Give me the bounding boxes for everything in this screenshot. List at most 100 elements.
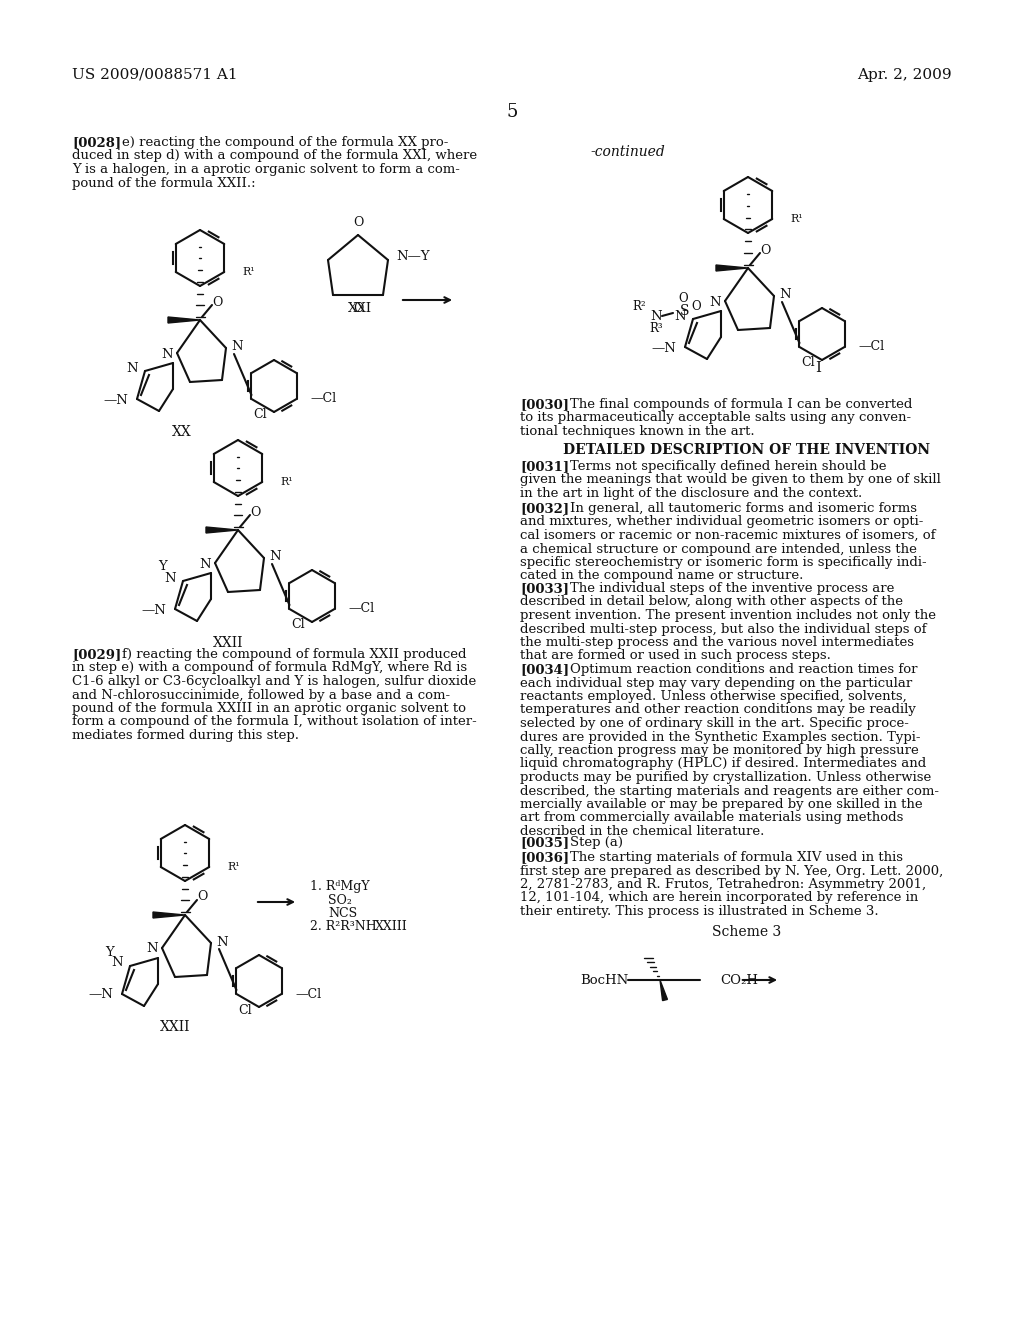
Text: O: O bbox=[691, 300, 700, 313]
Text: a chemical structure or compound are intended, unless the: a chemical structure or compound are int… bbox=[520, 543, 916, 556]
Text: 2. R²R³NH: 2. R²R³NH bbox=[310, 920, 377, 933]
Text: given the meanings that would be given to them by one of skill: given the meanings that would be given t… bbox=[520, 474, 941, 487]
Text: N: N bbox=[146, 942, 158, 956]
Text: 12, 101-104, which are herein incorporated by reference in: 12, 101-104, which are herein incorporat… bbox=[520, 891, 919, 904]
Polygon shape bbox=[716, 265, 748, 271]
Text: SO₂: SO₂ bbox=[328, 894, 352, 907]
Text: present invention. The present invention includes not only the: present invention. The present invention… bbox=[520, 609, 936, 622]
Text: The final compounds of formula I can be converted: The final compounds of formula I can be … bbox=[570, 399, 912, 411]
Text: Apr. 2, 2009: Apr. 2, 2009 bbox=[857, 69, 952, 82]
Text: —Cl: —Cl bbox=[348, 602, 375, 615]
Text: cally, reaction progress may be monitored by high pressure: cally, reaction progress may be monitore… bbox=[520, 744, 919, 756]
Text: N: N bbox=[165, 572, 176, 585]
Text: the multi-step process and the various novel intermediates: the multi-step process and the various n… bbox=[520, 636, 914, 649]
Text: to its pharmaceutically acceptable salts using any conven-: to its pharmaceutically acceptable salts… bbox=[520, 412, 911, 425]
Text: products may be purified by crystallization. Unless otherwise: products may be purified by crystallizat… bbox=[520, 771, 931, 784]
Text: cal isomers or racemic or non-racemic mixtures of isomers, of: cal isomers or racemic or non-racemic mi… bbox=[520, 529, 936, 543]
Text: —N: —N bbox=[103, 393, 128, 407]
Text: XXII: XXII bbox=[160, 1020, 190, 1034]
Text: —Cl: —Cl bbox=[858, 341, 885, 354]
Text: —N: —N bbox=[141, 603, 166, 616]
Text: duced in step d) with a compound of the formula XXI, where: duced in step d) with a compound of the … bbox=[72, 149, 477, 162]
Text: that are formed or used in such process steps.: that are formed or used in such process … bbox=[520, 649, 830, 663]
Text: Scheme 3: Scheme 3 bbox=[713, 925, 781, 939]
Text: I: I bbox=[815, 360, 821, 375]
Text: —Cl: —Cl bbox=[310, 392, 337, 405]
Text: described multi-step process, but also the individual steps of: described multi-step process, but also t… bbox=[520, 623, 927, 635]
Text: art from commercially available materials using methods: art from commercially available material… bbox=[520, 812, 903, 825]
Text: [0029]: [0029] bbox=[72, 648, 121, 661]
Text: temperatures and other reaction conditions may be readily: temperatures and other reaction conditio… bbox=[520, 704, 915, 717]
Text: in the art in light of the disclosure and the context.: in the art in light of the disclosure an… bbox=[520, 487, 862, 500]
Text: N: N bbox=[112, 957, 123, 969]
Text: and mixtures, whether individual geometric isomers or opti-: and mixtures, whether individual geometr… bbox=[520, 516, 924, 528]
Text: XX: XX bbox=[172, 425, 191, 440]
Text: DETAILED DESCRIPTION OF THE INVENTION: DETAILED DESCRIPTION OF THE INVENTION bbox=[563, 444, 931, 457]
Text: [0034]: [0034] bbox=[520, 663, 569, 676]
Text: O: O bbox=[678, 293, 688, 305]
Text: Y: Y bbox=[105, 945, 115, 958]
Text: Cl: Cl bbox=[292, 619, 305, 631]
Text: each individual step may vary depending on the particular: each individual step may vary depending … bbox=[520, 676, 912, 689]
Text: first step are prepared as described by N. Yee, Org. Lett. 2000,: first step are prepared as described by … bbox=[520, 865, 943, 878]
Polygon shape bbox=[153, 912, 185, 917]
Text: described, the starting materials and reagents are either com-: described, the starting materials and re… bbox=[520, 784, 939, 797]
Text: O: O bbox=[212, 296, 222, 309]
Text: Cl: Cl bbox=[239, 1003, 252, 1016]
Text: BocHN: BocHN bbox=[580, 974, 628, 986]
Text: O: O bbox=[197, 891, 207, 903]
Text: described in detail below, along with other aspects of the: described in detail below, along with ot… bbox=[520, 595, 903, 609]
Text: In general, all tautomeric forms and isomeric forms: In general, all tautomeric forms and iso… bbox=[570, 502, 918, 515]
Text: CO₂H: CO₂H bbox=[720, 974, 758, 986]
Text: O: O bbox=[250, 506, 260, 519]
Text: O: O bbox=[760, 243, 770, 256]
Text: R³: R³ bbox=[649, 322, 663, 335]
Text: 1. RᵈMgY: 1. RᵈMgY bbox=[310, 880, 370, 894]
Text: —N: —N bbox=[651, 342, 676, 355]
Text: US 2009/0088571 A1: US 2009/0088571 A1 bbox=[72, 69, 238, 82]
Text: 2, 2781-2783, and R. Frutos, Tetrahedron: Asymmetry 2001,: 2, 2781-2783, and R. Frutos, Tetrahedron… bbox=[520, 878, 926, 891]
Text: [0035]: [0035] bbox=[520, 836, 569, 849]
Text: specific stereochemistry or isomeric form is specifically indi-: specific stereochemistry or isomeric for… bbox=[520, 556, 927, 569]
Text: 5: 5 bbox=[506, 103, 518, 121]
Text: S: S bbox=[680, 304, 689, 318]
Text: mediates formed during this step.: mediates formed during this step. bbox=[72, 729, 299, 742]
Text: XXIII: XXIII bbox=[375, 920, 408, 933]
Text: Y: Y bbox=[159, 561, 167, 573]
Text: R¹: R¹ bbox=[243, 267, 255, 277]
Text: selected by one of ordinary skill in the art. Specific proce-: selected by one of ordinary skill in the… bbox=[520, 717, 909, 730]
Text: —Cl: —Cl bbox=[296, 987, 322, 1001]
Text: N: N bbox=[675, 309, 686, 322]
Polygon shape bbox=[206, 527, 238, 533]
Text: dures are provided in the Synthetic Examples section. Typi-: dures are provided in the Synthetic Exam… bbox=[520, 730, 921, 743]
Text: described in the chemical literature.: described in the chemical literature. bbox=[520, 825, 764, 838]
Text: [0031]: [0031] bbox=[520, 459, 569, 473]
Text: N: N bbox=[269, 550, 281, 564]
Text: their entirety. This process is illustrated in Scheme 3.: their entirety. This process is illustra… bbox=[520, 906, 879, 917]
Polygon shape bbox=[168, 317, 200, 323]
Text: N: N bbox=[200, 557, 211, 570]
Text: mercially available or may be prepared by one skilled in the: mercially available or may be prepared b… bbox=[520, 799, 923, 810]
Text: —N: —N bbox=[88, 989, 113, 1002]
Text: N: N bbox=[216, 936, 227, 949]
Text: Y is a halogen, in a aprotic organic solvent to form a com-: Y is a halogen, in a aprotic organic sol… bbox=[72, 162, 460, 176]
Text: [0036]: [0036] bbox=[520, 851, 569, 865]
Text: O: O bbox=[353, 216, 364, 230]
Text: e) reacting the compound of the formula XX pro-: e) reacting the compound of the formula … bbox=[122, 136, 449, 149]
Text: N: N bbox=[779, 289, 791, 301]
Text: Cl: Cl bbox=[254, 408, 267, 421]
Text: N—Y: N—Y bbox=[396, 251, 430, 264]
Text: C1-6 alkyl or C3-6cycloalkyl and Y is halogen, sulfur dioxide: C1-6 alkyl or C3-6cycloalkyl and Y is ha… bbox=[72, 675, 476, 688]
Text: N: N bbox=[126, 362, 138, 375]
Text: -continued: -continued bbox=[590, 145, 665, 158]
Text: XXII: XXII bbox=[213, 636, 244, 649]
Text: [0028]: [0028] bbox=[72, 136, 121, 149]
Text: [0030]: [0030] bbox=[520, 399, 569, 411]
Text: and N-chlorosuccinimide, followed by a base and a com-: and N-chlorosuccinimide, followed by a b… bbox=[72, 689, 451, 701]
Text: R²: R² bbox=[633, 300, 646, 313]
Text: Terms not specifically defined herein should be: Terms not specifically defined herein sh… bbox=[570, 459, 887, 473]
Text: N: N bbox=[161, 347, 173, 360]
Text: R¹: R¹ bbox=[791, 214, 803, 224]
Text: The individual steps of the inventive process are: The individual steps of the inventive pr… bbox=[570, 582, 894, 595]
Text: cated in the compound name or structure.: cated in the compound name or structure. bbox=[520, 569, 804, 582]
